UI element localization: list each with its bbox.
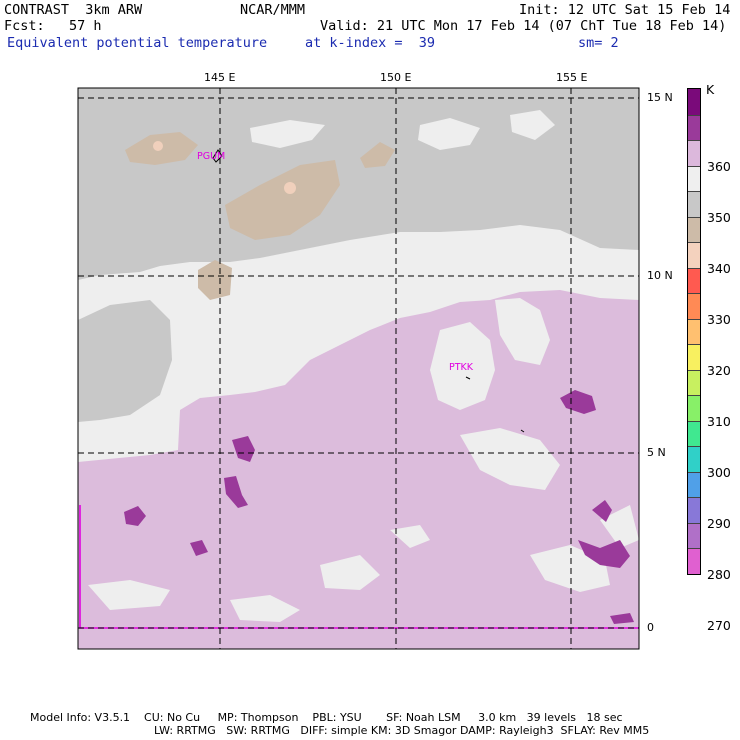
valid-time: Valid: 21 UTC Mon 17 Feb 14 (07 ChT Tue …	[320, 18, 727, 34]
init-time: Init: 12 UTC Sat 15 Feb 14	[519, 2, 731, 18]
physics-info: LW: RRTMG SW: RRTMG DIFF: simple KM: 3D …	[154, 724, 650, 737]
legend-label: 290	[707, 516, 731, 531]
lon-label: 150 E	[380, 71, 412, 84]
dark-purple-blob	[578, 540, 630, 568]
dark-purple-blob	[124, 506, 146, 526]
legend-label: 350	[707, 210, 731, 225]
light-island	[495, 298, 550, 365]
legend-label: 300	[707, 465, 731, 480]
warm-spot	[284, 182, 296, 194]
warm-spot	[153, 141, 163, 151]
chuuk-coastline	[465, 376, 471, 380]
legend-label: 330	[707, 312, 731, 327]
island-coastline	[520, 429, 525, 433]
dark-purple-blob	[610, 613, 634, 624]
light-island	[430, 322, 495, 410]
light-patch	[600, 505, 639, 548]
legend-swatch	[688, 293, 700, 319]
dark-purple-blob	[232, 436, 255, 462]
smoothing: sm= 2	[578, 35, 619, 51]
light-patch	[418, 118, 480, 150]
grey-region-west	[78, 300, 172, 422]
lon-label: 145 E	[204, 71, 236, 84]
light-patch	[510, 110, 555, 140]
guam-coastline	[212, 149, 223, 163]
dark-purple-blob	[190, 540, 208, 556]
legend-swatch	[688, 548, 700, 574]
level-index: at k-index = 39	[305, 35, 436, 51]
field-name: Equivalent potential temperature	[7, 35, 268, 51]
legend-swatch	[688, 242, 700, 268]
tan-patch	[360, 142, 395, 168]
dark-purple-blob	[224, 476, 248, 508]
legend-label: 340	[707, 261, 731, 276]
legend-swatch	[688, 497, 700, 523]
legend-label: 270	[707, 618, 731, 633]
model-title: CONTRAST 3km ARW	[4, 2, 143, 18]
legend-swatch	[688, 522, 700, 548]
legend-swatch	[688, 446, 700, 472]
map-frame	[77, 87, 640, 650]
light-patch	[390, 525, 430, 548]
color-legend	[687, 88, 701, 575]
lat-label: 15 N	[647, 91, 673, 104]
legend-unit: K	[706, 82, 715, 97]
legend-swatch	[688, 369, 700, 395]
legend-swatch	[688, 89, 700, 115]
grey-region-north	[78, 88, 639, 280]
station-pgum: PGUM	[197, 151, 226, 162]
legend-swatch	[688, 267, 700, 293]
dark-purple-blob	[592, 500, 612, 522]
legend-label: 280	[707, 567, 731, 582]
legend-label: 320	[707, 363, 731, 378]
tan-patch	[198, 260, 232, 300]
legend-swatch	[688, 395, 700, 421]
lat-label: 10 N	[647, 269, 673, 282]
graticule	[78, 88, 639, 649]
model-info: Model Info: V3.5.1 CU: No Cu MP: Thompso…	[30, 711, 623, 724]
legend-swatch	[688, 191, 700, 217]
legend-label: 360	[707, 159, 731, 174]
light-patch	[230, 595, 300, 622]
legend-swatch	[688, 344, 700, 370]
station-ptkk: PTKK	[449, 362, 473, 373]
legend-swatch	[688, 471, 700, 497]
light-patch	[320, 555, 380, 590]
light-patch	[460, 428, 560, 490]
tan-patch	[225, 160, 340, 240]
lat-label: 5 N	[647, 446, 666, 459]
legend-swatch	[688, 140, 700, 166]
legend-swatch	[688, 318, 700, 344]
light-patch	[88, 580, 170, 610]
legend-swatch	[688, 114, 700, 140]
legend-swatch	[688, 420, 700, 446]
institution: NCAR/MMM	[240, 2, 306, 18]
dark-purple-blob	[560, 390, 596, 414]
lat-label: 0	[647, 621, 654, 634]
legend-swatch	[688, 165, 700, 191]
map-fill	[78, 88, 639, 649]
lon-label: 155 E	[556, 71, 588, 84]
legend-label: 310	[707, 414, 731, 429]
forecast-hour: Fcst: 57 h	[4, 18, 102, 34]
legend-swatch	[688, 216, 700, 242]
light-patch	[250, 120, 325, 148]
